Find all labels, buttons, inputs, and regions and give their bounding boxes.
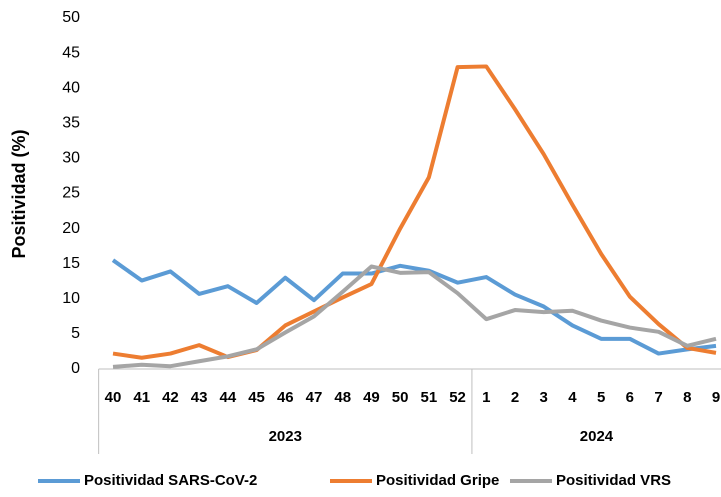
legend-label: Positividad VRS (556, 472, 671, 489)
x-tick-label: 7 (654, 389, 662, 406)
y-tick-label: 40 (62, 79, 80, 96)
group-label: 2023 (269, 428, 302, 445)
x-tick-label: 49 (363, 389, 380, 406)
x-tick-label: 40 (105, 389, 122, 406)
group-label: 2024 (580, 428, 614, 445)
x-tick-label: 9 (712, 389, 720, 406)
series-line (112, 64, 717, 360)
y-tick-label: 5 (71, 325, 80, 342)
y-tick-label: 10 (62, 290, 80, 307)
x-tick-label: 42 (162, 389, 179, 406)
series-line (111, 258, 717, 356)
x-tick-label: 6 (626, 389, 634, 406)
y-tick-label: 30 (62, 150, 80, 167)
x-tick-label: 44 (220, 389, 237, 406)
x-tick-label: 45 (248, 389, 265, 406)
x-tick-label: 4 (568, 389, 577, 406)
y-tick-label: 20 (62, 220, 80, 237)
x-tick-label: 2 (511, 389, 519, 406)
x-tick-label: 43 (191, 389, 208, 406)
x-tick-label: 8 (683, 389, 691, 406)
x-tick-label: 50 (392, 389, 409, 406)
y-tick-label: 25 (62, 185, 80, 202)
y-tick-label: 45 (62, 44, 80, 61)
y-axis-label: Positividad (%) (9, 129, 29, 258)
series-line (112, 264, 717, 369)
x-tick-label: 1 (482, 389, 490, 406)
x-tick-label: 47 (306, 389, 323, 406)
legend-label: Positividad Gripe (376, 472, 499, 489)
x-tick-label: 3 (540, 389, 548, 406)
x-tick-label: 51 (421, 389, 438, 406)
legend-label: Positividad SARS-CoV-2 (84, 472, 257, 489)
x-tick-label: 52 (449, 389, 466, 406)
x-tick-label: 5 (597, 389, 605, 406)
x-tick-label: 46 (277, 389, 294, 406)
x-tick-label: 48 (334, 389, 351, 406)
y-tick-label: 15 (62, 255, 80, 272)
y-tick-label: 50 (62, 9, 80, 26)
y-tick-label: 35 (62, 115, 80, 132)
x-tick-label: 41 (133, 389, 150, 406)
y-tick-label: 0 (71, 360, 80, 377)
